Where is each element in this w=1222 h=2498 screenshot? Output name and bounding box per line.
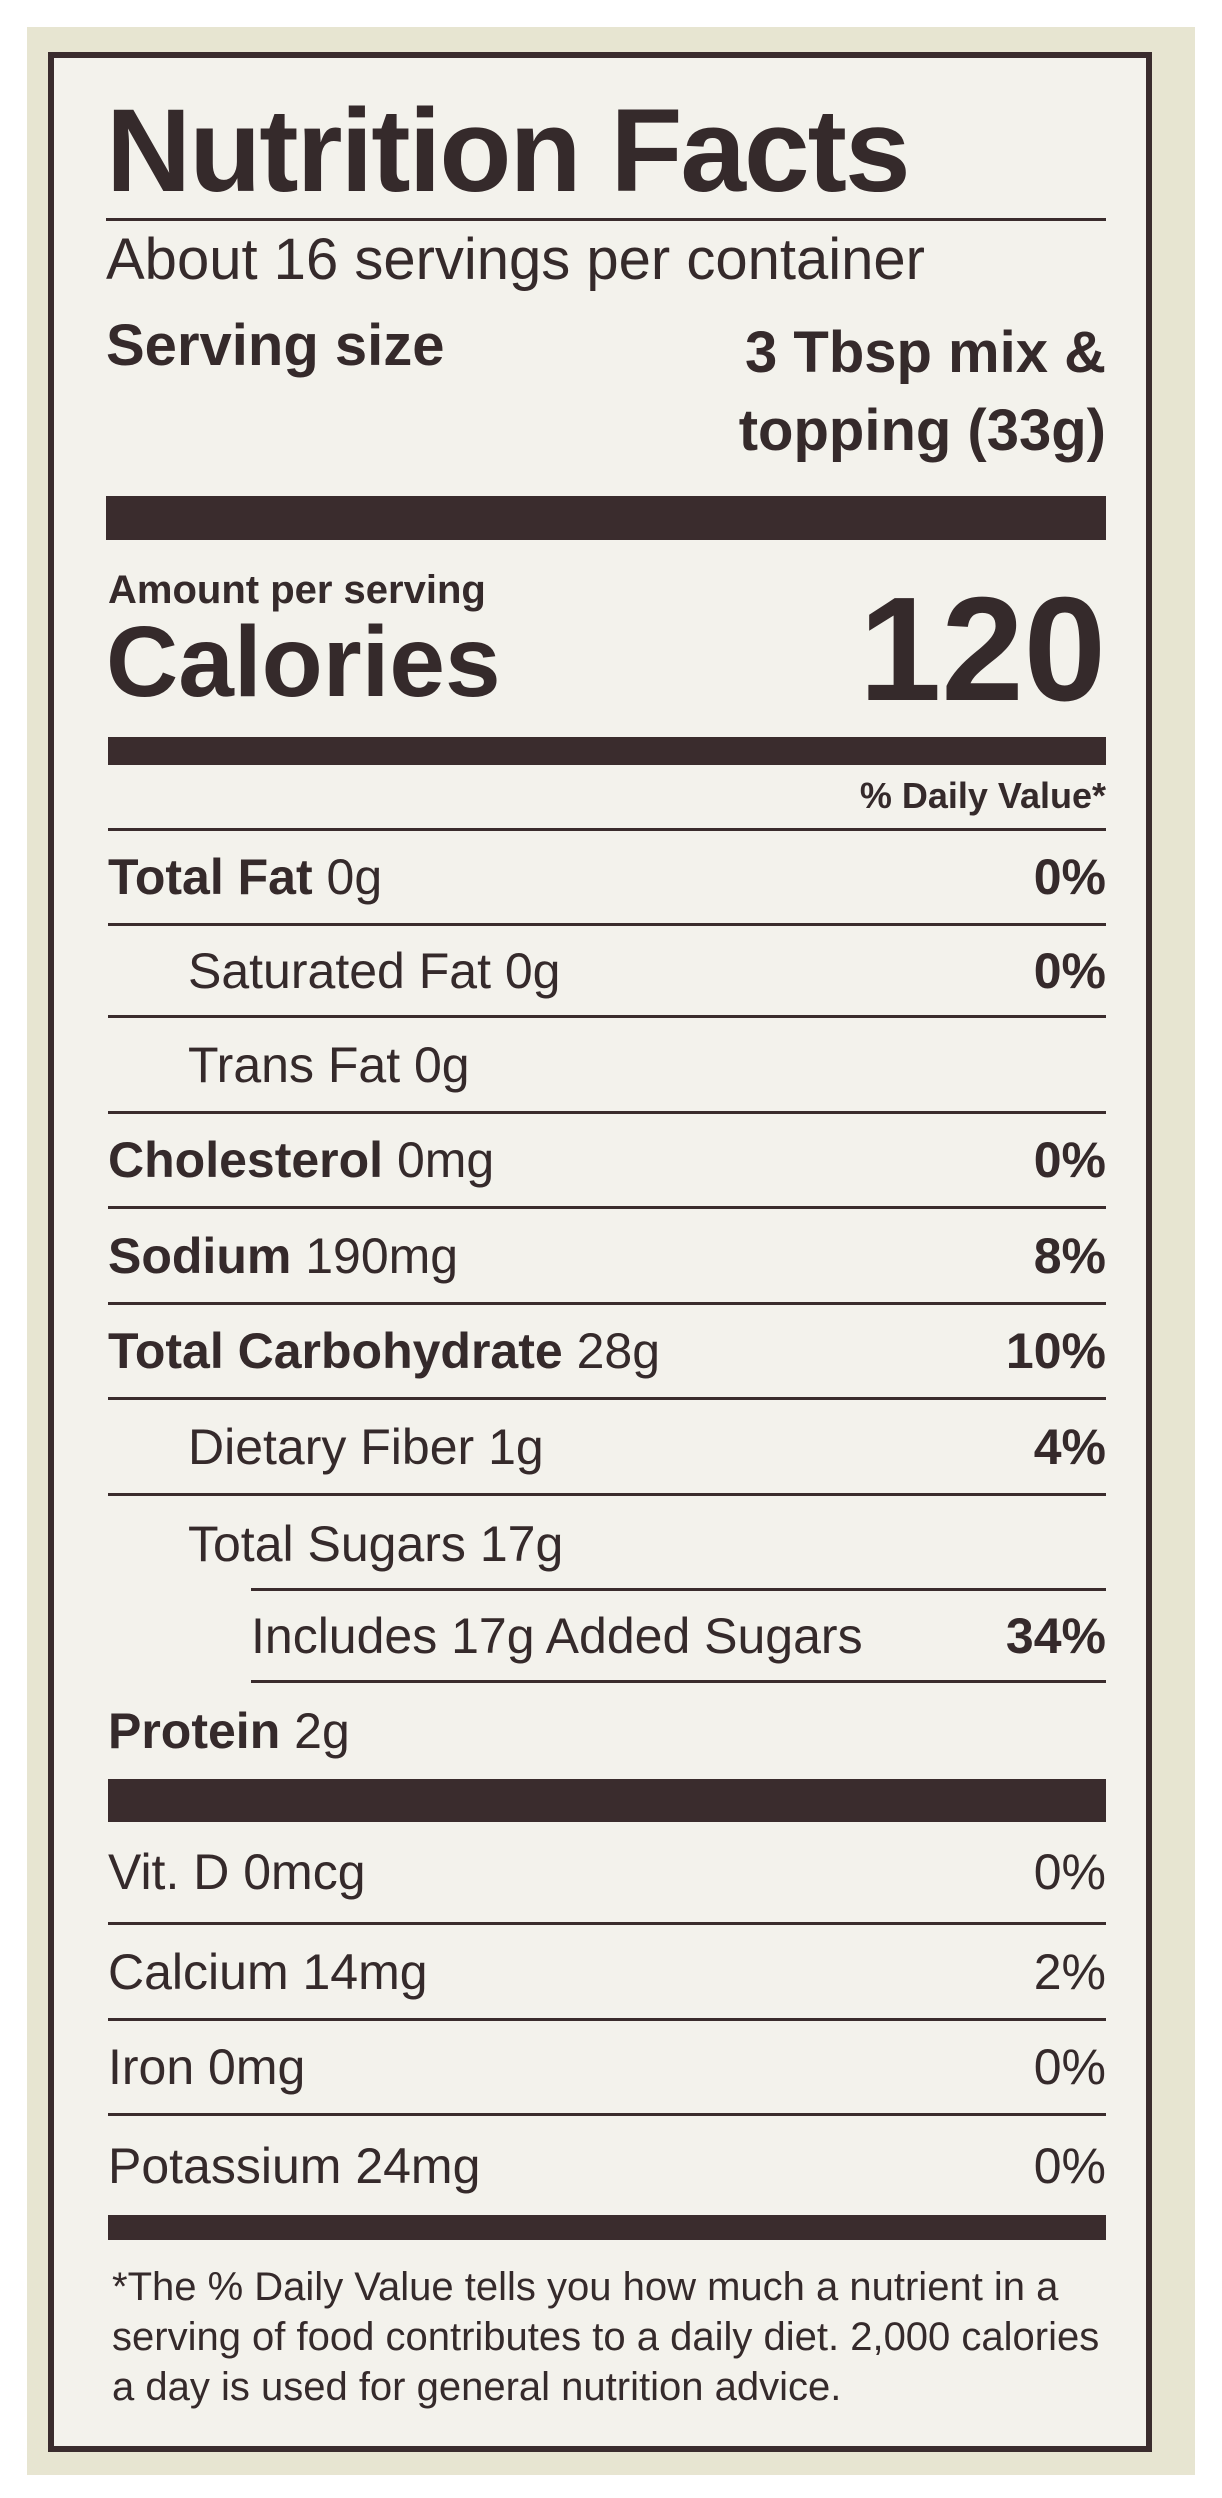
- nutrient-amount: 190mg: [305, 1227, 459, 1284]
- vitamin-row-potassium: Potassium 24mg 0%: [108, 2116, 1106, 2215]
- divider-thin: [108, 828, 1106, 831]
- nutrient-dv: 8%: [1033, 1227, 1106, 1284]
- amount-per-serving: Amount per serving: [108, 568, 486, 612]
- servings-per-container: About 16 servings per container: [106, 227, 925, 292]
- divider-thick: [108, 1779, 1106, 1822]
- nutrient-amount: 28g: [576, 1323, 661, 1379]
- nutrient-row-added-sugars: Includes 17g Added Sugars 34%: [251, 1591, 1106, 1683]
- footnote: *The % Daily Value tells you how much a …: [112, 2265, 1100, 2409]
- nutrient-dv: 0%: [1033, 849, 1106, 905]
- serving-size-value: 3 Tbsp mix & topping (33g): [738, 320, 1106, 464]
- nutrient-row-cholesterol: Cholesterol 0mg 0%: [108, 1114, 1106, 1209]
- vitamin-dv: 2%: [1033, 1943, 1106, 2000]
- nutrient-amount: 0g: [504, 942, 561, 999]
- nutrient-name: Includes 17g Added Sugars: [251, 1607, 863, 1664]
- vitamin-dv: 0%: [1033, 2039, 1106, 2095]
- daily-value-header: % Daily Value*: [859, 775, 1106, 816]
- vitamin-dv: 0%: [1033, 2137, 1106, 2194]
- vitamin-name: Potassium 24mg: [108, 2137, 481, 2194]
- calories-label: Calories: [106, 606, 501, 718]
- nutrient-row-total-sugars: Total Sugars 17g: [108, 1496, 1106, 1591]
- nutrient-name: Saturated Fat: [188, 942, 491, 999]
- vitamin-row-vit-d: Vit. D 0mcg 0%: [108, 1822, 1106, 1925]
- vitamin-row-calcium: Calcium 14mg 2%: [108, 1925, 1106, 2021]
- nutrient-name: Total Carbohydrate: [108, 1323, 563, 1379]
- nutrient-dv: 0%: [1033, 1132, 1106, 1188]
- nutrient-dv: 10%: [1005, 1323, 1106, 1379]
- nutrition-label-frame: [48, 52, 1152, 2452]
- calories-value: 120: [859, 567, 1106, 732]
- serving-size-label: Serving size: [106, 313, 445, 378]
- vitamin-row-iron: Iron 0mg 0%: [108, 2021, 1106, 2116]
- nutrient-name: Trans Fat: [188, 1036, 401, 1093]
- nutrient-amount: 2g: [294, 1703, 350, 1759]
- vitamin-name: Vit. D 0mcg: [108, 1844, 366, 1900]
- nutrient-name: Protein: [108, 1703, 281, 1759]
- label-title: Nutrition Facts: [106, 85, 911, 217]
- nutrient-amount: 0mg: [396, 1132, 495, 1188]
- nutrient-row-sodium: Sodium 190mg 8%: [108, 1209, 1106, 1305]
- vitamin-name: Calcium 14mg: [108, 1943, 428, 2000]
- nutrient-name: Dietary Fiber: [188, 1418, 475, 1475]
- divider-thick: [106, 496, 1106, 540]
- divider-thick: [108, 2215, 1106, 2240]
- nutrient-row-dietary-fiber: Dietary Fiber 1g 4%: [108, 1400, 1106, 1496]
- nutrient-row-total-carbohydrate: Total Carbohydrate 28g 10%: [108, 1305, 1106, 1400]
- divider-medium: [108, 737, 1106, 765]
- nutrient-amount: 0g: [414, 1036, 470, 1093]
- nutrient-row-total-fat: Total Fat 0g 0%: [108, 831, 1106, 926]
- vitamin-name: Iron 0mg: [108, 2039, 306, 2095]
- nutrient-row-trans-fat: Trans Fat 0g: [108, 1018, 1106, 1114]
- nutrient-amount: 0g: [326, 849, 383, 905]
- nutrient-amount: 17g: [479, 1515, 564, 1572]
- nutrient-name: Total Fat: [108, 849, 313, 905]
- nutrient-name: Total Sugars: [188, 1515, 466, 1572]
- nutrient-amount: 1g: [488, 1418, 544, 1475]
- nutrient-name: Sodium: [108, 1227, 292, 1284]
- nutrient-dv: 4%: [1033, 1418, 1106, 1475]
- nutrient-name: Cholesterol: [108, 1132, 384, 1188]
- nutrient-row-protein: Protein 2g: [108, 1683, 1106, 1779]
- nutrient-dv: 34%: [1005, 1607, 1106, 1664]
- nutrient-dv: 0%: [1033, 942, 1106, 999]
- divider-thin: [251, 1588, 1106, 1591]
- vitamin-dv: 0%: [1033, 1844, 1106, 1900]
- divider-thin: [106, 218, 1106, 221]
- nutrient-row-saturated-fat: Saturated Fat 0g 0%: [108, 926, 1106, 1018]
